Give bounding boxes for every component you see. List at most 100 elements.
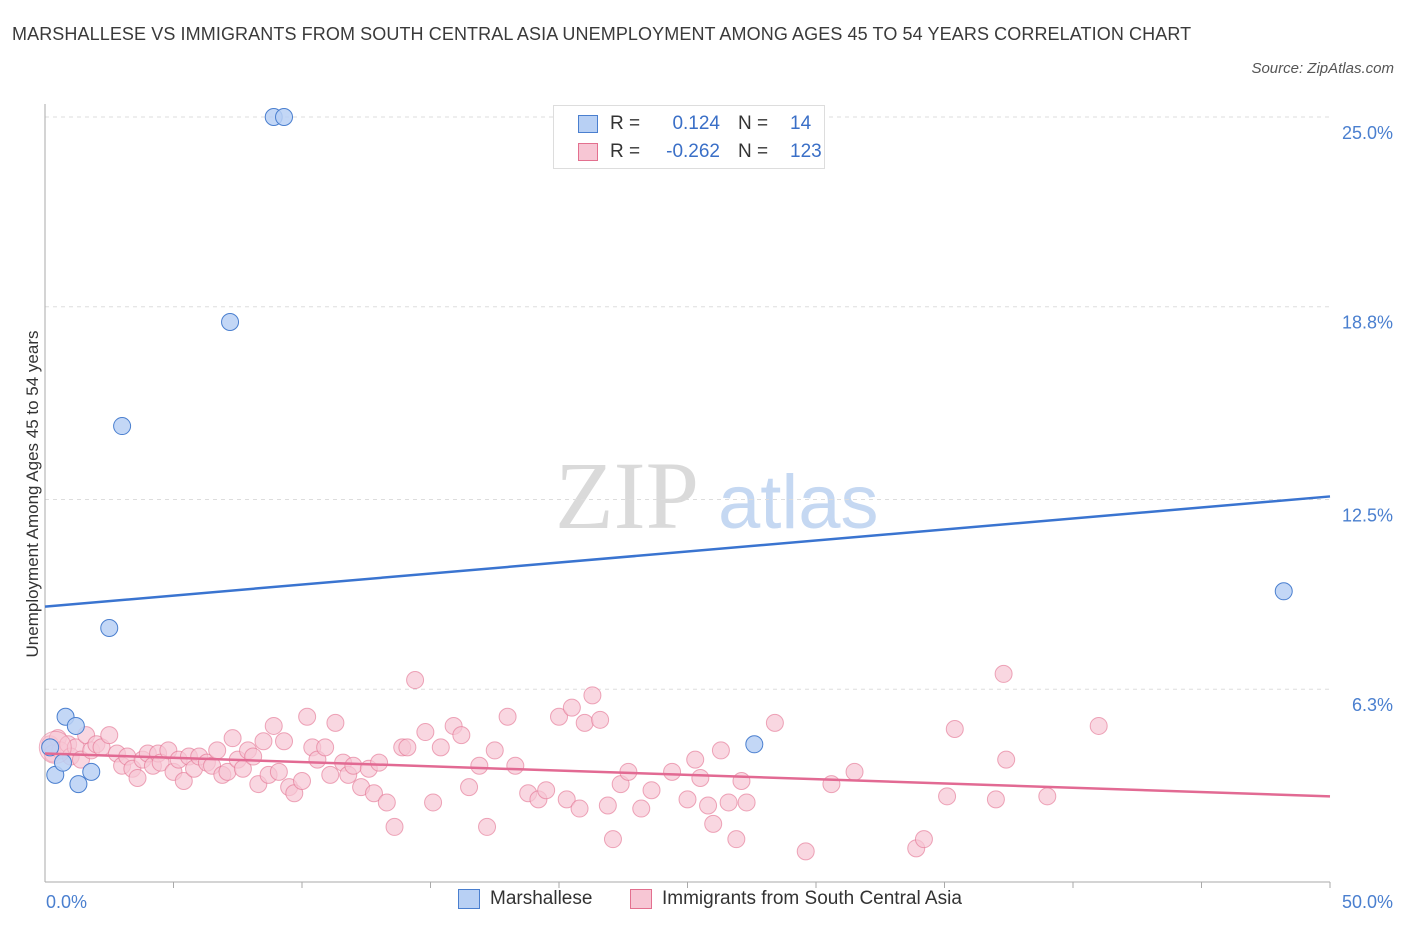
legend-r-value: -0.262 — [666, 141, 720, 162]
immigrants-point — [686, 750, 705, 769]
legend-n-value: 14 — [790, 113, 812, 134]
immigrants-point — [460, 778, 479, 797]
immigrants-point — [298, 707, 317, 726]
immigrants-point — [431, 738, 450, 757]
immigrants-point — [732, 772, 751, 791]
marshallese-point — [53, 753, 72, 772]
immigrants-point — [570, 799, 589, 818]
immigrants-point — [370, 753, 389, 772]
immigrants-point — [1089, 716, 1108, 735]
marshallese-point — [745, 735, 764, 754]
immigrants-point — [316, 738, 335, 757]
y-tick-label: 25.0% — [1342, 123, 1393, 143]
immigrants-point — [321, 765, 340, 784]
bottom-legend-immigrants: Immigrants from South Central Asia — [630, 888, 962, 910]
legend-r-value: 0.124 — [672, 113, 720, 134]
immigrants-point — [498, 707, 517, 726]
immigrants-point — [598, 796, 617, 815]
immigrants-point — [591, 710, 610, 729]
watermark-atlas: atlas — [718, 460, 879, 545]
gridlines — [45, 116, 1330, 690]
immigrants-point — [377, 793, 396, 812]
legend-r-label: R = — [610, 113, 641, 134]
y-tick-label: 18.8% — [1342, 313, 1393, 333]
correlation-legend: R = 0.124 N = 14 R = -0.262 N = 123 — [553, 105, 825, 169]
immigrants-point — [914, 830, 933, 849]
immigrants-points — [38, 664, 1108, 861]
watermark: ZIP atlas — [555, 442, 879, 549]
legend-n-label: N = — [738, 141, 769, 162]
immigrants-point — [765, 713, 784, 732]
marshallese-point — [41, 738, 60, 757]
immigrants-point — [269, 762, 288, 781]
y-axis-label: Unemployment Among Ages 45 to 54 years — [23, 331, 42, 658]
immigrants-point — [452, 726, 471, 745]
immigrants-point — [603, 830, 622, 849]
marshallese-point — [82, 762, 101, 781]
watermark-zip: ZIP — [555, 442, 699, 549]
y-tick-label: 12.5% — [1342, 506, 1393, 526]
immigrants-point — [128, 768, 147, 787]
immigrants-point — [704, 814, 723, 833]
immigrants-point — [575, 713, 594, 732]
marshallese-points — [41, 108, 1293, 794]
immigrants-point — [264, 716, 283, 735]
marshallese-trend-line — [44, 495, 1331, 608]
immigrants-point — [364, 784, 383, 803]
immigrants-point — [506, 756, 525, 775]
axis-labels: 6.3% 12.5% 18.8% 25.0% 0.0% 50.0% — [46, 123, 1393, 912]
bottom-legend-label: Immigrants from South Central Asia — [662, 888, 962, 909]
immigrants-point — [406, 671, 425, 690]
bottom-legend-swatch-blue — [458, 889, 480, 909]
bottom-legend-label: Marshallese — [490, 888, 593, 909]
immigrants-point — [632, 799, 651, 818]
immigrants-point — [416, 723, 435, 742]
immigrants-point — [691, 768, 710, 787]
immigrants-point — [100, 726, 119, 745]
legend-r-label: R = — [610, 141, 641, 162]
immigrants-point — [1038, 787, 1057, 806]
immigrants-point — [727, 830, 746, 849]
immigrants-point — [398, 738, 417, 757]
immigrants-point — [254, 732, 273, 751]
marshallese-point — [113, 417, 132, 436]
immigrants-point — [424, 793, 443, 812]
source-credit: Source: ZipAtlas.com — [1251, 60, 1394, 77]
immigrants-point — [385, 817, 404, 836]
bottom-legend-marshallese: Marshallese — [458, 888, 592, 910]
immigrants-point — [719, 793, 738, 812]
y-tick-label: 6.3% — [1352, 695, 1393, 715]
immigrants-point — [945, 720, 964, 738]
legend-row-marshallese: R = 0.124 N = 14 — [578, 111, 811, 137]
immigrants-point — [550, 707, 568, 726]
immigrants-point — [478, 817, 497, 836]
immigrants-point — [796, 842, 815, 861]
marshallese-point — [275, 108, 294, 126]
immigrants-point — [737, 793, 756, 812]
immigrants-point — [678, 790, 697, 809]
immigrants-point — [663, 762, 682, 781]
immigrants-point — [485, 741, 504, 760]
immigrants-point — [997, 750, 1016, 769]
chart-title: MARSHALLESE VS IMMIGRANTS FROM SOUTH CEN… — [12, 24, 1192, 44]
legend-n-value: 123 — [790, 141, 822, 162]
marshallese-point — [100, 619, 119, 638]
trend-lines — [44, 495, 1331, 798]
legend-row-immigrants: R = -0.262 N = 123 — [578, 139, 822, 165]
immigrants-point — [174, 772, 193, 791]
immigrants-point — [326, 713, 345, 732]
marshallese-point — [69, 775, 88, 794]
legend-swatch-blue — [578, 115, 598, 133]
immigrants-point — [562, 698, 581, 717]
legend-swatch-pink — [578, 143, 598, 161]
immigrants-point — [642, 781, 661, 800]
legend-n-label: N = — [738, 113, 769, 134]
bottom-legend-swatch-pink — [630, 889, 652, 909]
immigrants-point — [938, 787, 957, 806]
immigrants-point — [822, 775, 841, 794]
immigrants-trend-line — [44, 752, 1331, 798]
immigrants-point — [470, 756, 489, 775]
marshallese-point — [221, 313, 240, 332]
immigrants-point — [208, 741, 227, 760]
